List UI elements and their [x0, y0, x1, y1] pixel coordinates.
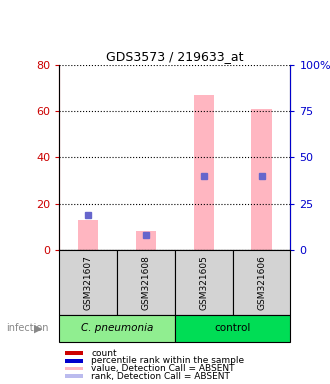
Text: GSM321607: GSM321607	[84, 255, 93, 310]
Text: rank, Detection Call = ABSENT: rank, Detection Call = ABSENT	[91, 372, 230, 381]
Text: count: count	[91, 349, 117, 358]
Text: percentile rank within the sample: percentile rank within the sample	[91, 356, 244, 366]
Bar	[65, 351, 83, 355]
Text: GSM321608: GSM321608	[142, 255, 150, 310]
FancyBboxPatch shape	[59, 315, 175, 342]
Text: C. pneumonia: C. pneumonia	[81, 323, 153, 333]
FancyBboxPatch shape	[117, 250, 175, 315]
Bar	[251, 109, 272, 250]
Title: GDS3573 / 219633_at: GDS3573 / 219633_at	[106, 50, 244, 63]
Bar	[65, 374, 83, 378]
Text: control: control	[214, 323, 251, 333]
FancyBboxPatch shape	[59, 250, 117, 315]
FancyBboxPatch shape	[175, 250, 233, 315]
FancyBboxPatch shape	[175, 315, 290, 342]
FancyBboxPatch shape	[233, 250, 290, 315]
Bar	[65, 359, 83, 363]
Bar	[65, 367, 83, 371]
Text: value, Detection Call = ABSENT: value, Detection Call = ABSENT	[91, 364, 235, 373]
Bar	[194, 95, 214, 250]
Text: GSM321605: GSM321605	[199, 255, 208, 310]
Text: ▶: ▶	[34, 323, 42, 333]
Text: GSM321606: GSM321606	[257, 255, 266, 310]
Text: infection: infection	[7, 323, 49, 333]
Bar	[78, 220, 98, 250]
Bar	[136, 231, 156, 250]
